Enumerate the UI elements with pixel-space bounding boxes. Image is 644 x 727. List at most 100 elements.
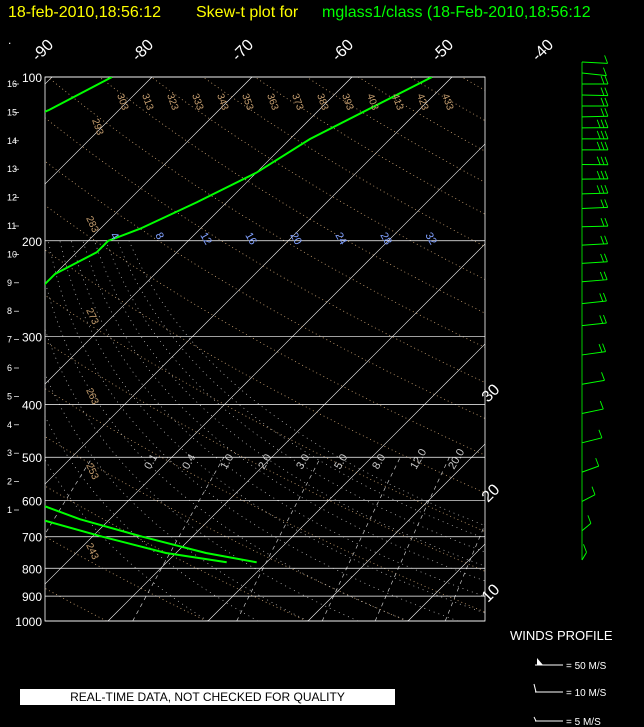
isotherm	[207, 343, 485, 621]
moist-adiabat	[94, 240, 485, 567]
height-label: 13	[7, 164, 17, 174]
mixing-ratio-line	[444, 523, 485, 621]
wind-barb-flag	[591, 486, 596, 495]
height-label: 7	[7, 335, 12, 345]
corner-dot: .	[8, 33, 11, 47]
legend-label: = 50 M/S	[566, 661, 607, 672]
height-label: 2	[7, 477, 12, 487]
height-label: 8	[7, 306, 12, 316]
wind-barb-flag	[600, 185, 605, 194]
wind-barb-flag	[596, 130, 601, 140]
wind-barb-flag	[604, 170, 609, 180]
wind-barb-flag	[600, 75, 605, 85]
wind-barb-flag	[604, 87, 609, 96]
plot-border	[44, 76, 486, 622]
pressure-label: 400	[22, 399, 42, 413]
pressure-label: 300	[22, 331, 42, 345]
wind-barb-flag	[600, 141, 605, 151]
wind-barb-flag	[599, 315, 604, 324]
mixing-ratio-label: 12	[197, 231, 214, 248]
wind-barb	[581, 437, 603, 444]
height-label: 12	[7, 193, 17, 203]
wind-barb-flag	[603, 292, 607, 302]
wind-barb-flag	[599, 400, 604, 410]
wind-barb-flag	[596, 141, 601, 151]
wind-barb	[581, 522, 592, 532]
wind-barb-flag	[604, 141, 609, 151]
legend-pennant	[537, 658, 543, 665]
pressure-label: 1000	[15, 615, 42, 629]
wind-barb	[581, 465, 599, 473]
isotherm	[45, 143, 485, 585]
wind-barb-flag	[600, 119, 605, 128]
wind-barb-flag	[604, 55, 609, 64]
wind-barb-flag	[600, 130, 605, 140]
moist-adiabat	[47, 240, 459, 621]
wind-barb	[581, 408, 604, 415]
wind-barb	[581, 61, 608, 64]
height-label: 15	[7, 107, 17, 117]
wind-barb-flag	[604, 199, 609, 208]
wind-barb-flag	[604, 253, 608, 262]
mixing-ratio-label: 32	[422, 231, 439, 248]
title-time: 18-feb-2010,18:56:12	[8, 4, 161, 21]
moist-adiabat	[59, 240, 485, 614]
wind-barb-flag	[603, 67, 607, 76]
pressure-label: 700	[22, 531, 42, 545]
isobar-layer	[44, 76, 486, 622]
wind-barb-flag	[599, 293, 604, 302]
mixing-ratio-label: 24	[332, 231, 349, 248]
height-label: 6	[7, 363, 12, 373]
legend-label: = 10 M/S	[566, 688, 607, 699]
legend-barb-flag	[533, 683, 537, 693]
mixing-ratio-label: 16	[242, 231, 259, 248]
pressure-label: 100	[22, 71, 42, 85]
isotherm	[45, 77, 153, 185]
title-middle: Skew-t plot for	[196, 4, 299, 21]
wind-barb-flag	[596, 170, 601, 180]
wind-barb-flag	[600, 218, 605, 227]
height-label: 5	[7, 391, 12, 401]
height-label: 1	[7, 505, 12, 515]
wind-barb-flag	[583, 544, 587, 553]
pressure-label: 200	[22, 235, 42, 249]
wind-barb-flag	[600, 199, 605, 208]
dry-adiabat	[45, 436, 407, 621]
height-label: 16	[7, 79, 17, 89]
wind-barb-flag	[595, 457, 600, 467]
pressure-label: 500	[22, 451, 42, 465]
wind-barb-flag	[603, 271, 608, 280]
mixing-ratio-label: 8	[152, 231, 165, 242]
height-label: 9	[7, 278, 12, 288]
wind-profile	[581, 55, 609, 561]
wind-barb-flag	[598, 429, 603, 438]
mixing-ratio-line	[321, 457, 401, 621]
height-label: 10	[7, 249, 17, 259]
wind-barb	[581, 552, 587, 561]
mixing-ratio-line	[132, 457, 225, 621]
isotherm	[307, 443, 485, 621]
moist-adiabat	[45, 415, 259, 621]
wind-barb-flag	[604, 108, 609, 117]
wind-legend: = 50 M/S = 10 M/S = 5 M/S	[533, 658, 607, 727]
wind-barb-flag	[587, 515, 592, 524]
pressure-label: 600	[22, 494, 42, 508]
wind-barb-flag	[596, 185, 601, 194]
wind-barb	[581, 379, 605, 385]
isotherm	[107, 243, 485, 621]
wind-barb	[581, 72, 607, 77]
wind-barb-flag	[598, 343, 603, 353]
wind-barb-flag	[600, 108, 605, 117]
pressure-label: 900	[22, 590, 42, 604]
wind-barb-flag	[600, 87, 605, 96]
wind-barb-flag	[603, 314, 607, 324]
trace-layer	[45, 77, 433, 564]
quality-banner: REAL-TIME DATA, NOT CHECKED FOR QUALITY	[20, 689, 395, 705]
mixing-ratio-label: 28	[377, 231, 394, 248]
height-label: 4	[7, 420, 12, 430]
wind-barb-flag	[604, 156, 609, 165]
height-label: 3	[7, 448, 12, 458]
wind-barb-flag	[599, 271, 604, 281]
